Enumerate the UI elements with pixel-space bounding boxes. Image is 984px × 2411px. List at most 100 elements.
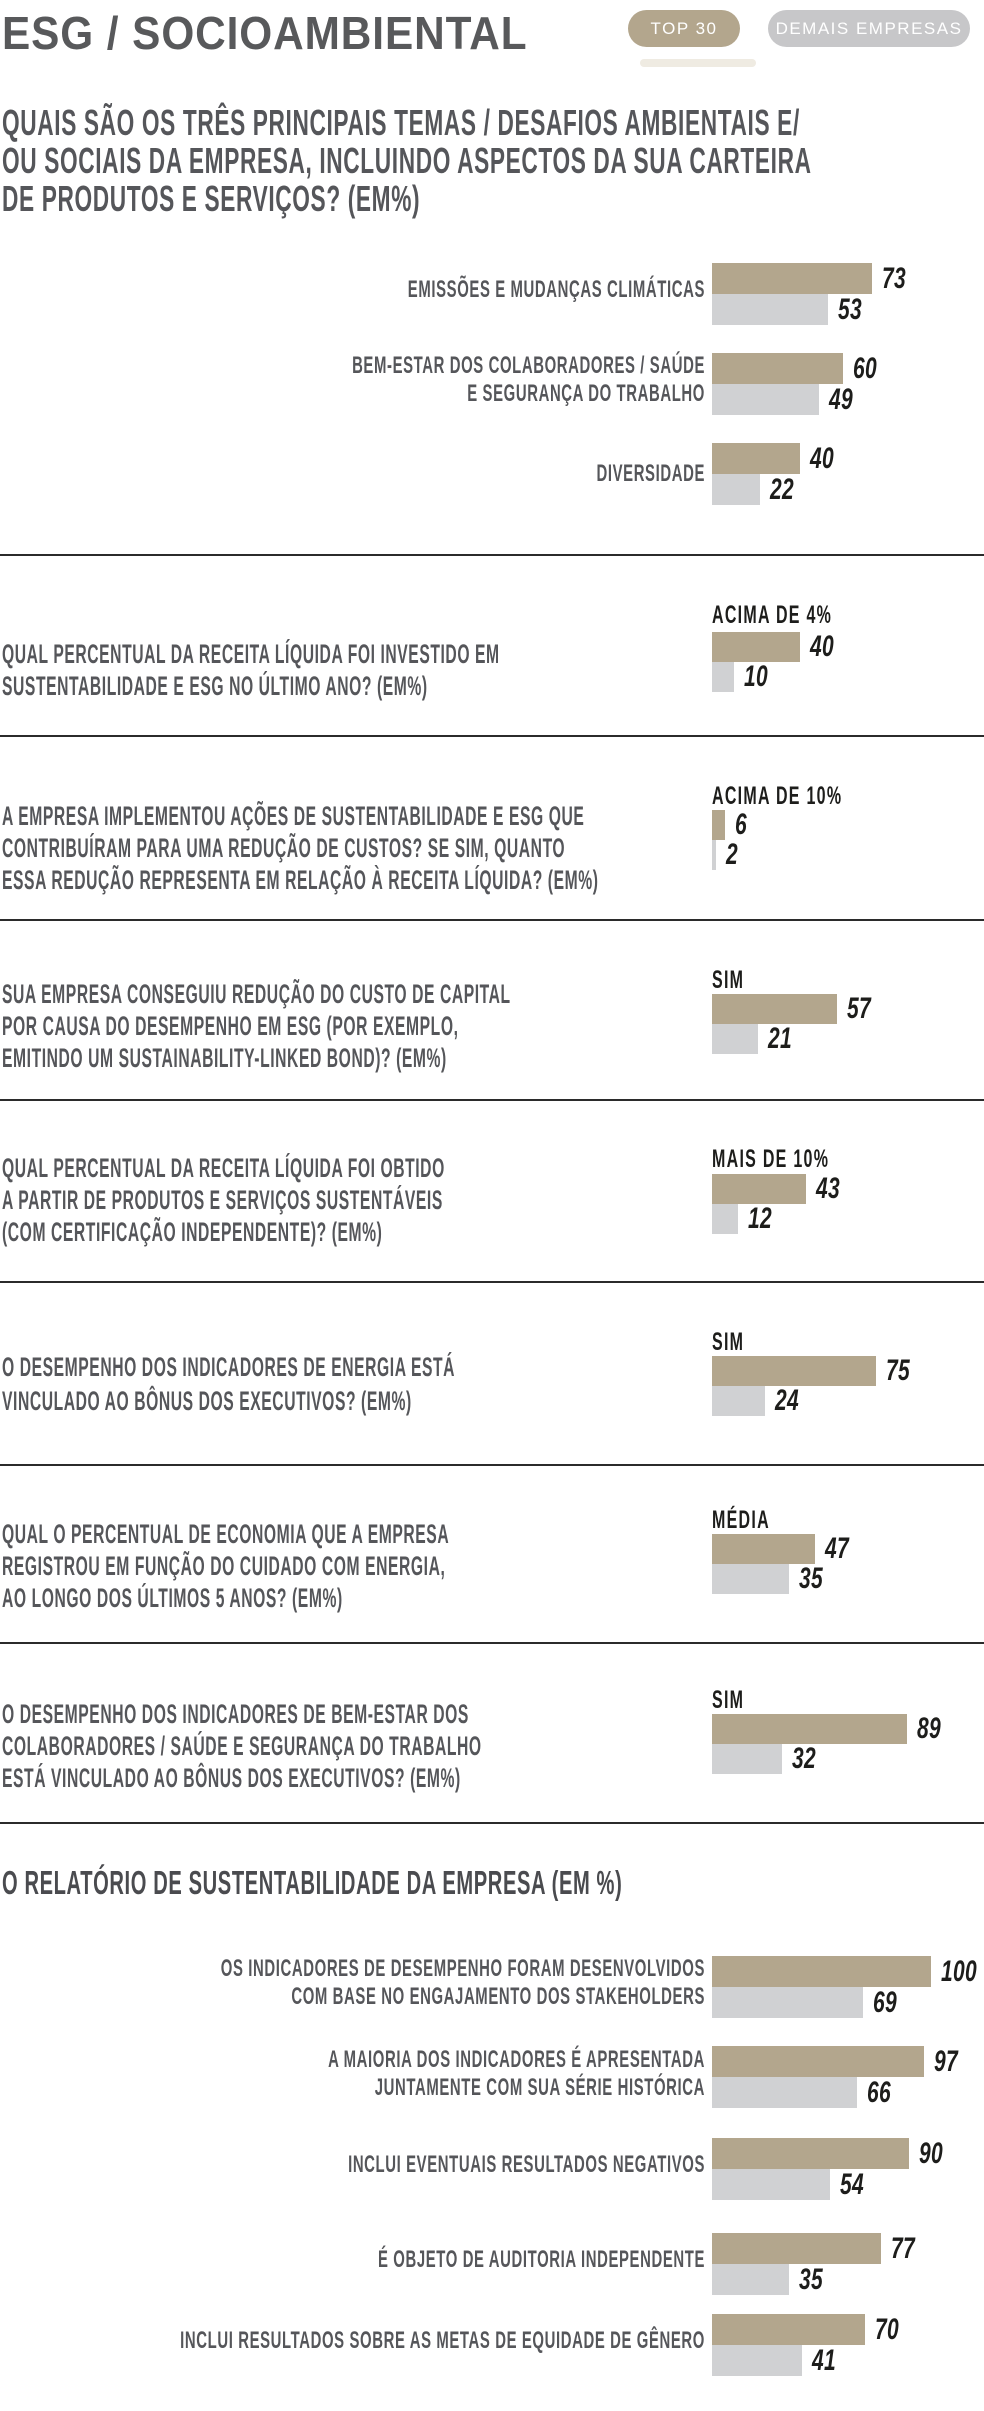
bar-row: 40	[712, 441, 844, 475]
demais-value: 53	[838, 292, 863, 326]
top30-value: 73	[882, 261, 907, 295]
bar-row: 97	[712, 2044, 968, 2078]
top30-value: 70	[875, 2312, 900, 2346]
bar-row: 77	[712, 2231, 925, 2265]
report-section-title: O RELATÓRIO DE SUSTENTABILIDADE DA EMPRE…	[2, 1864, 623, 1901]
bar-row: 21	[712, 1022, 802, 1055]
question-8: O DESEMPENHO DOS INDICADORES DE BEM-ESTA…	[2, 1699, 482, 1793]
demais-value: 22	[770, 472, 795, 506]
section-divider	[0, 1642, 984, 1644]
bar-row: 32	[712, 1742, 826, 1775]
bar-row: 75	[712, 1354, 920, 1387]
category-label: INCLUI RESULTADOS SOBRE AS METAS DE EQUI…	[180, 2327, 706, 2354]
demais-bar	[712, 662, 734, 692]
top30-value: 47	[825, 1532, 850, 1565]
legend-badge-demais[interactable]: DEMAIS EMPRESAS	[768, 10, 970, 47]
section-divider	[0, 1464, 984, 1466]
answer-label: ACIMA DE 10%	[712, 782, 843, 810]
demais-bar	[712, 1024, 758, 1054]
section-divider	[0, 735, 984, 737]
top30-bar	[712, 2314, 865, 2345]
bar-row: 43	[712, 1172, 850, 1205]
top30-bar	[712, 994, 837, 1024]
top30-bar	[712, 810, 725, 840]
question-6: O DESEMPENHO DOS INDICADORES DE ENERGIA …	[2, 1352, 456, 1416]
badge-shadow	[640, 59, 756, 67]
bar-row: 10	[712, 660, 778, 693]
bar-row: 49	[712, 382, 863, 416]
demais-value: 24	[775, 1384, 800, 1417]
top30-value: 90	[919, 2136, 944, 2170]
question-1: QUAIS SÃO OS TRÊS PRINCIPAIS TEMAS / DES…	[2, 102, 812, 219]
bar-row: 60	[712, 352, 887, 385]
category-label: BEM-ESTAR DOS COLABORADORES / SAÚDE E SE…	[352, 352, 705, 407]
answer-label: ACIMA DE 4%	[712, 601, 833, 629]
demais-value: 32	[792, 1742, 817, 1775]
top30-value: 77	[891, 2231, 916, 2265]
demais-bar	[712, 2169, 830, 2200]
demais-value: 2	[726, 838, 739, 871]
category-label: É OBJETO DE AUDITORIA INDEPENDENTE	[378, 2246, 705, 2273]
demais-bar	[712, 2345, 802, 2376]
demais-bar	[712, 840, 716, 870]
category-label: EMISSÕES E MUDANÇAS CLIMÁTICAS	[407, 276, 705, 303]
bar-row: 70	[712, 2312, 909, 2346]
question-5: QUAL PERCENTUAL DA RECEITA LÍQUIDA FOI O…	[2, 1153, 445, 1247]
demais-value: 66	[867, 2075, 892, 2109]
section-divider	[0, 1099, 984, 1101]
bar-row: 47	[712, 1532, 859, 1565]
bar-row: 57	[712, 992, 881, 1025]
bar-row: 22	[712, 472, 804, 506]
demais-value: 69	[873, 1985, 898, 2019]
top30-value: 100	[941, 1954, 978, 1988]
page-title: ESG / SOCIOAMBIENTAL	[2, 7, 528, 59]
question-4: SUA EMPRESA CONSEGUIU REDUÇÃO DO CUSTO D…	[2, 979, 511, 1073]
demais-bar	[712, 294, 828, 325]
bar-row: 40	[712, 630, 844, 663]
category-label: DIVERSIDADE	[596, 460, 705, 487]
demais-value: 54	[840, 2167, 865, 2201]
bar-row: 12	[712, 1202, 782, 1235]
top30-bar	[712, 632, 800, 662]
bar-row: 89	[712, 1712, 951, 1745]
demais-value: 21	[768, 1022, 793, 1055]
top30-value: 75	[886, 1354, 911, 1387]
category-label: OS INDICADORES DE DESEMPENHO FORAM DESEN…	[220, 1955, 705, 2010]
top30-value: 6	[735, 808, 748, 841]
top30-value: 97	[934, 2044, 959, 2078]
demais-bar	[712, 1386, 765, 1416]
top30-bar	[712, 353, 843, 384]
section-divider	[0, 1281, 984, 1283]
demais-value: 12	[748, 1202, 773, 1235]
top30-bar	[712, 1956, 931, 1987]
question-7: QUAL O PERCENTUAL DE ECONOMIA QUE A EMPR…	[2, 1519, 450, 1613]
section-divider	[0, 554, 984, 556]
top30-bar	[712, 263, 872, 294]
top30-value: 57	[847, 992, 872, 1025]
bar-row: 35	[712, 1562, 833, 1595]
demais-bar	[712, 1987, 863, 2018]
bar-row: 6	[712, 808, 752, 841]
demais-value: 35	[799, 2262, 824, 2296]
top30-bar	[712, 1534, 815, 1564]
bar-row: 41	[712, 2343, 846, 2377]
demais-value: 49	[829, 382, 854, 416]
category-label: INCLUI EVENTUAIS RESULTADOS NEGATIVOS	[348, 2151, 705, 2178]
section-divider	[0, 1822, 984, 1824]
demais-bar	[712, 2077, 857, 2108]
top30-bar	[712, 1714, 907, 1744]
demais-bar	[712, 1204, 738, 1234]
demais-value: 35	[799, 1562, 824, 1595]
top30-value: 40	[810, 441, 835, 475]
demais-bar	[712, 2264, 789, 2295]
legend-badge-top30[interactable]: TOP 30	[628, 10, 740, 47]
demais-bar	[712, 384, 819, 415]
question-3: A EMPRESA IMPLEMENTOU AÇÕES DE SUSTENTAB…	[2, 801, 599, 895]
top30-bar	[712, 2138, 909, 2169]
bar-row: 53	[712, 292, 872, 326]
demais-value: 41	[812, 2343, 837, 2377]
bar-row: 69	[712, 1985, 907, 2019]
question-2: QUAL PERCENTUAL DA RECEITA LÍQUIDA FOI I…	[2, 639, 500, 701]
top30-value: 89	[917, 1712, 942, 1745]
bar-row: 35	[712, 2262, 833, 2296]
